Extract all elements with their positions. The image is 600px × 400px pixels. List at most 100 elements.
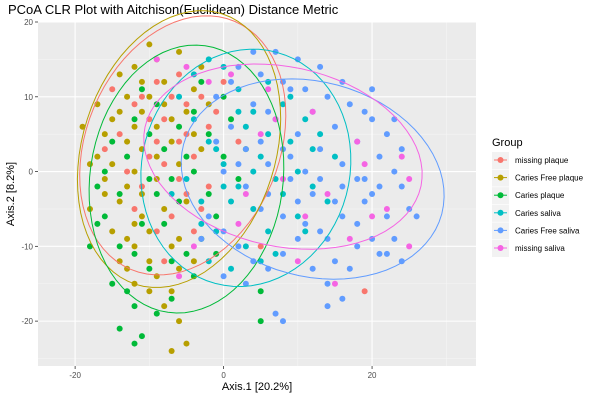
point-missing-saliva xyxy=(354,138,361,145)
point-caries-free-plaque xyxy=(168,243,175,250)
point-caries-free-plaque xyxy=(131,168,138,175)
point-caries-saliva xyxy=(272,250,279,257)
point-missing-saliva xyxy=(242,191,249,197)
point-caries-free-saliva xyxy=(383,213,390,220)
point-caries-free-saliva xyxy=(413,213,420,220)
point-caries-free-plaque xyxy=(190,86,197,93)
point-caries-saliva xyxy=(242,123,249,130)
point-caries-free-plaque xyxy=(146,288,153,295)
point-missing-saliva xyxy=(302,213,309,220)
point-caries-free-saliva xyxy=(242,183,249,190)
point-caries-free-saliva xyxy=(339,213,346,220)
point-missing-plaque xyxy=(176,176,183,183)
point-caries-free-plaque xyxy=(131,220,138,227)
point-caries-free-saliva xyxy=(324,280,331,287)
point-missing-plaque xyxy=(101,146,108,153)
point-caries-free-plaque xyxy=(138,78,145,85)
point-caries-plaque xyxy=(198,78,205,85)
point-caries-free-saliva xyxy=(361,108,368,115)
point-caries-plaque xyxy=(146,176,153,183)
point-caries-plaque xyxy=(213,213,220,220)
point-caries-saliva xyxy=(228,198,235,205)
ellipse-caries-saliva xyxy=(140,48,352,288)
point-caries-free-plaque xyxy=(101,176,108,183)
point-caries-saliva xyxy=(198,198,205,205)
point-caries-free-saliva xyxy=(383,131,390,138)
point-caries-free-saliva xyxy=(346,265,353,272)
point-missing-plaque xyxy=(213,108,220,115)
point-caries-free-saliva xyxy=(361,198,368,205)
legend-label-caries-free-saliva: Caries Free saliva xyxy=(515,226,580,235)
point-caries-free-plaque xyxy=(183,198,190,205)
point-caries-free-plaque xyxy=(176,235,183,242)
point-caries-plaque xyxy=(138,333,145,340)
point-caries-saliva xyxy=(279,191,286,197)
point-caries-plaque xyxy=(220,93,227,100)
point-caries-free-saliva xyxy=(213,138,220,145)
legend-items: missing plaque Caries Free plaque Caries p… xyxy=(492,152,584,257)
point-caries-plaque xyxy=(101,168,108,175)
point-caries-free-saliva xyxy=(391,168,398,175)
legend-dot-caries-saliva xyxy=(497,209,504,216)
point-caries-free-saliva xyxy=(339,295,346,302)
point-caries-free-saliva xyxy=(309,191,316,197)
x-tick-label: -20 xyxy=(69,371,81,380)
point-missing-saliva xyxy=(235,220,242,227)
point-caries-saliva xyxy=(302,116,309,123)
point-caries-free-saliva xyxy=(279,213,286,220)
ellipse-missing-saliva xyxy=(143,63,423,250)
point-missing-plaque xyxy=(161,161,168,168)
point-caries-free-plaque xyxy=(124,93,131,100)
point-caries-free-plaque xyxy=(176,161,183,168)
legend: Group missing plaque Caries Free plaque Ca… xyxy=(492,137,584,257)
point-caries-free-saliva xyxy=(391,116,398,123)
point-caries-saliva xyxy=(250,108,257,115)
point-caries-plaque xyxy=(257,318,264,325)
point-caries-free-plaque xyxy=(183,340,190,347)
point-caries-free-plaque xyxy=(109,116,116,123)
x-tick-label: 20 xyxy=(368,371,377,380)
point-caries-free-plaque xyxy=(146,228,153,235)
point-caries-saliva xyxy=(205,138,212,145)
point-missing-plaque xyxy=(116,131,123,138)
point-caries-free-saliva xyxy=(198,235,205,242)
point-caries-free-saliva xyxy=(205,213,212,220)
point-caries-free-plaque xyxy=(168,138,175,145)
point-missing-plaque xyxy=(198,93,205,100)
point-caries-free-saliva xyxy=(294,131,301,138)
point-missing-plaque xyxy=(205,183,212,190)
point-caries-free-plaque xyxy=(124,138,131,145)
point-missing-saliva xyxy=(309,108,316,115)
point-caries-saliva xyxy=(265,131,272,138)
point-missing-plaque xyxy=(198,205,205,212)
point-missing-plaque xyxy=(153,228,160,235)
point-caries-free-plaque xyxy=(79,123,86,130)
point-caries-plaque xyxy=(235,176,242,183)
point-caries-saliva xyxy=(287,138,294,145)
point-caries-free-saliva xyxy=(257,71,264,78)
point-caries-free-saliva xyxy=(302,168,309,175)
point-missing-plaque xyxy=(190,228,197,235)
ellipse-caries-free-plaque xyxy=(76,10,282,288)
point-caries-plaque xyxy=(146,265,153,272)
point-caries-saliva xyxy=(198,220,205,227)
point-caries-free-saliva xyxy=(250,48,257,55)
point-caries-plaque xyxy=(124,288,131,295)
point-caries-free-saliva xyxy=(309,265,316,272)
point-caries-free-saliva xyxy=(220,273,227,280)
point-caries-free-plaque xyxy=(101,131,108,138)
point-caries-plaque xyxy=(124,153,131,160)
point-caries-free-saliva xyxy=(339,161,346,168)
point-missing-plaque xyxy=(153,138,160,145)
point-caries-free-plaque xyxy=(116,71,123,78)
point-caries-saliva xyxy=(242,243,249,250)
point-missing-saliva xyxy=(346,235,353,242)
point-caries-plaque xyxy=(138,220,145,227)
point-caries-free-plaque xyxy=(176,265,183,272)
point-caries-free-plaque xyxy=(161,303,168,310)
point-missing-saliva xyxy=(257,131,264,138)
point-caries-free-saliva xyxy=(354,220,361,227)
point-missing-saliva xyxy=(383,205,390,212)
point-missing-plaque xyxy=(176,71,183,78)
